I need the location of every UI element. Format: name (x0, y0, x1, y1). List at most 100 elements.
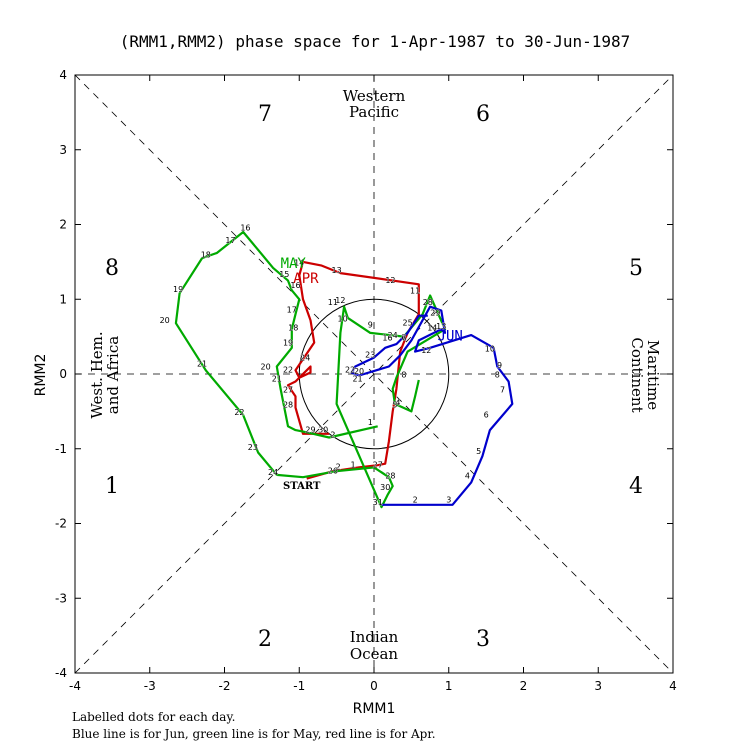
day-label: 4 (465, 472, 470, 481)
phase-number-5: 5 (629, 256, 643, 281)
y-tick-label: -2 (55, 517, 67, 531)
day-label: 1 (351, 460, 356, 469)
day-label: 30 (380, 483, 390, 492)
day-label: 11 (328, 298, 338, 307)
y-tick-label: 3 (59, 143, 67, 157)
day-label: 14 (427, 324, 437, 333)
day-label: 24 (388, 331, 398, 340)
day-label: 8 (495, 371, 500, 380)
day-label: 20 (261, 363, 271, 372)
day-label: 10 (485, 345, 495, 354)
x-axis-label: RMM1 (353, 701, 396, 717)
x-tick-label: 0 (370, 679, 378, 693)
month-label-apr: APR (293, 271, 319, 287)
footnote-line-2: Blue line is for Jun, green line is for … (72, 727, 436, 741)
region-label-pacific: Pacific (349, 103, 399, 121)
day-label: 12 (421, 346, 431, 355)
y-tick-label: -3 (55, 591, 67, 605)
day-label: 13 (332, 266, 342, 275)
x-tick-label: -1 (293, 679, 305, 693)
day-label: 16 (290, 281, 300, 290)
region-label-indian: Indian (350, 628, 399, 646)
day-label: 7 (500, 386, 505, 395)
day-label: 10 (338, 315, 348, 324)
y-tick-label: 1 (59, 292, 67, 306)
region-label-maritime: Maritime (644, 340, 662, 410)
phase-number-3: 3 (476, 627, 490, 652)
day-label: 19 (173, 285, 183, 294)
day-label: 6 (484, 410, 489, 419)
day-label: 16 (240, 223, 250, 232)
day-label: 29 (305, 425, 315, 434)
chart-title: (RMM1,RMM2) phase space for 1-Apr-1987 t… (120, 32, 631, 51)
day-label: 22 (234, 408, 244, 417)
day-label: 27 (283, 386, 293, 395)
day-label: 2 (330, 431, 335, 440)
day-label: 1 (368, 418, 373, 427)
region-label-ocean: Ocean (350, 645, 399, 663)
day-label: 30 (318, 425, 328, 434)
day-label: 3 (446, 496, 451, 505)
day-label: 13 (436, 322, 446, 331)
day-label: 22 (345, 366, 355, 375)
day-label: 28 (423, 298, 433, 307)
day-label: 23 (248, 443, 258, 452)
day-label: 28 (385, 472, 395, 481)
day-label: 4 (395, 398, 400, 407)
phase-number-2: 2 (258, 627, 272, 652)
series-lines (174, 230, 514, 509)
unit-circle (298, 298, 450, 450)
phase-number-6: 6 (476, 102, 490, 127)
day-label: 7 (401, 333, 406, 342)
day-label: 9 (497, 361, 502, 370)
y-tick-label: 0 (59, 367, 67, 381)
phase-number-1: 1 (105, 474, 119, 499)
series-line-apr (286, 260, 420, 480)
footnote-line-1: Labelled dots for each day. (72, 710, 235, 724)
day-label: 28 (283, 401, 293, 410)
phase-number-8: 8 (105, 256, 119, 281)
day-label: 25 (403, 318, 413, 327)
region-label-continent: Continent (628, 337, 646, 412)
day-label: 8 (401, 371, 406, 380)
x-tick-label: 2 (520, 679, 528, 693)
x-tick-label: -2 (219, 679, 231, 693)
day-label: 11 (410, 286, 420, 295)
x-tick-label: -3 (144, 679, 156, 693)
day-label: 22 (283, 366, 293, 375)
day-label: 16 (382, 333, 392, 342)
phase-number-4: 4 (629, 474, 643, 499)
y-axis-label: RMM2 (33, 354, 49, 397)
x-tick-label: 1 (445, 679, 453, 693)
region-label-and-africa: and Africa (104, 336, 122, 414)
series-line-jun (350, 305, 514, 506)
day-label: 9 (368, 321, 373, 330)
day-label: 24 (300, 354, 310, 363)
x-tick-label: 3 (594, 679, 602, 693)
day-label: 21 (352, 374, 362, 383)
day-label: 18 (201, 250, 211, 259)
day-label: 21 (197, 360, 207, 369)
month-label-jun: JUN (438, 328, 463, 344)
day-label: 14 (294, 259, 304, 268)
day-label: 2 (336, 463, 341, 472)
day-label: 2 (413, 496, 418, 505)
day-label: 5 (392, 401, 397, 410)
day-label: 5 (476, 447, 481, 456)
day-label: 20 (160, 316, 170, 325)
y-tick-label: -1 (55, 442, 67, 456)
month-label-may: MAY (281, 256, 307, 272)
phase-number-7: 7 (258, 102, 272, 127)
y-tick-label: 2 (59, 218, 67, 232)
day-label: 15 (279, 270, 289, 279)
day-label: 12 (335, 296, 345, 305)
x-tick-label: -4 (69, 679, 81, 693)
day-label: 19 (283, 339, 293, 348)
region-label-west-hem: West. Hem. (88, 331, 106, 418)
day-label: 20 (354, 367, 364, 376)
day-label: 24 (268, 468, 278, 477)
y-tick-label: 4 (59, 68, 67, 82)
